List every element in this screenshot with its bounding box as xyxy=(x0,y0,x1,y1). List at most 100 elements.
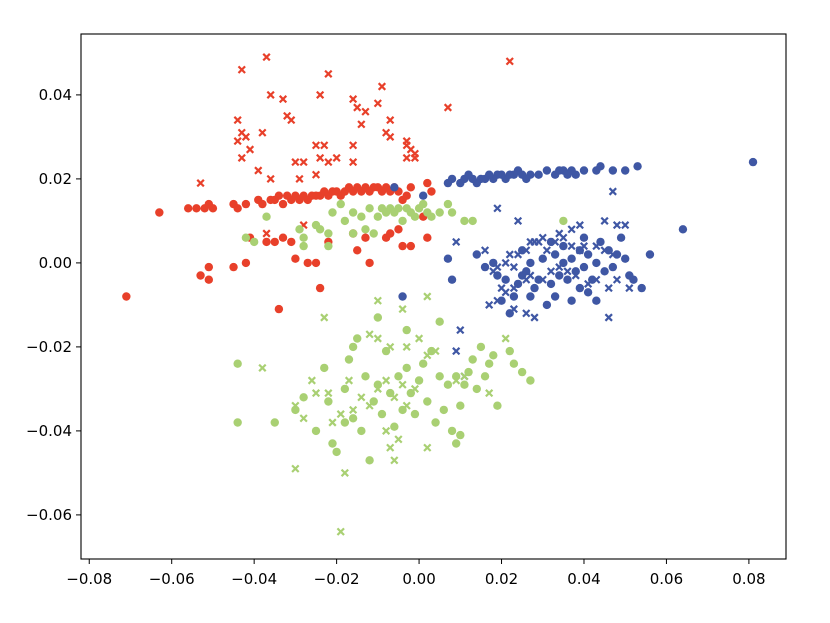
x-point xyxy=(493,204,502,213)
circle-point xyxy=(629,275,638,284)
x-point xyxy=(625,284,634,293)
circle-point xyxy=(600,267,609,276)
x-point xyxy=(320,313,329,322)
circle-point xyxy=(373,212,383,221)
x-point xyxy=(398,380,407,389)
circle-point xyxy=(542,166,552,175)
x-point xyxy=(501,258,510,267)
circle-point xyxy=(390,422,399,431)
x-point xyxy=(592,275,601,284)
circle-point xyxy=(559,216,568,226)
x-point xyxy=(295,174,304,183)
x-point xyxy=(382,426,391,435)
circle-point xyxy=(645,250,655,259)
x-point xyxy=(382,376,391,385)
circle-point xyxy=(377,409,387,419)
x-point xyxy=(509,263,518,272)
circle-point xyxy=(509,359,519,368)
circle-point xyxy=(493,401,502,410)
x-tick-label: 0.04 xyxy=(567,570,600,588)
x-point xyxy=(349,95,358,104)
circle-point xyxy=(468,216,477,226)
circle-point xyxy=(550,170,560,179)
x-point xyxy=(390,456,399,465)
circle-point xyxy=(456,401,465,410)
x-point xyxy=(567,225,576,234)
y-tick-label: −0.06 xyxy=(26,506,72,524)
x-point xyxy=(266,90,275,99)
x-point xyxy=(340,468,349,477)
circle-point xyxy=(443,254,453,263)
circle-point xyxy=(546,279,556,289)
points-layer xyxy=(122,53,758,536)
x-tick-label: −0.06 xyxy=(149,570,195,588)
circle-point xyxy=(324,241,333,251)
circle-point xyxy=(390,183,399,192)
circle-point xyxy=(435,317,444,326)
circle-point xyxy=(427,187,436,196)
circle-point xyxy=(386,229,395,238)
circle-point xyxy=(361,225,370,234)
circle-point xyxy=(229,262,238,272)
circle-point xyxy=(423,397,432,406)
circle-point xyxy=(530,283,539,293)
circle-point xyxy=(311,426,321,436)
y-tick-label: 0.02 xyxy=(39,170,72,188)
x-point xyxy=(394,435,403,444)
x-point xyxy=(501,334,510,343)
x-point xyxy=(551,237,560,246)
circle-point xyxy=(361,233,370,242)
plot-area-frame xyxy=(80,33,787,560)
circle-point xyxy=(447,275,457,284)
x-point xyxy=(291,158,300,167)
x-point xyxy=(443,103,453,112)
x-point xyxy=(522,309,531,318)
x-point xyxy=(414,334,424,343)
circle-point xyxy=(583,288,593,297)
x-point xyxy=(410,384,420,393)
circle-point xyxy=(398,292,407,301)
circle-point xyxy=(348,208,358,217)
circle-point xyxy=(435,208,444,217)
x-point xyxy=(357,393,366,402)
circle-point xyxy=(480,262,490,272)
x-point xyxy=(563,267,572,276)
circle-point xyxy=(418,359,428,368)
x-point xyxy=(386,132,395,141)
circle-point xyxy=(320,363,329,373)
x-point xyxy=(501,288,510,297)
circle-point xyxy=(299,241,308,251)
circle-point xyxy=(241,199,251,209)
x-point xyxy=(423,443,432,452)
circle-point xyxy=(398,216,407,226)
x-point xyxy=(373,99,382,108)
circle-point xyxy=(340,216,350,226)
x-point xyxy=(386,342,395,351)
circle-point xyxy=(678,225,688,234)
circle-point xyxy=(460,216,469,226)
circle-point xyxy=(592,258,601,268)
circle-point xyxy=(365,204,374,213)
circle-point xyxy=(122,292,131,301)
x-point xyxy=(456,326,465,335)
circle-point xyxy=(357,212,366,221)
x-point xyxy=(584,279,593,288)
circle-point xyxy=(406,241,416,251)
x-point xyxy=(373,296,382,305)
y-tick-label: −0.02 xyxy=(26,338,72,356)
x-point xyxy=(600,246,609,255)
circle-point xyxy=(274,191,284,200)
x-point xyxy=(575,221,584,230)
circle-point xyxy=(183,204,193,213)
x-point xyxy=(324,389,333,398)
circle-point xyxy=(621,166,630,175)
x-point xyxy=(452,376,461,385)
circle-point xyxy=(608,166,618,175)
circle-point xyxy=(579,262,589,272)
circle-point xyxy=(315,225,325,234)
x-point xyxy=(349,141,358,150)
circle-point xyxy=(315,283,325,293)
x-point xyxy=(278,95,288,104)
x-point xyxy=(612,221,622,230)
